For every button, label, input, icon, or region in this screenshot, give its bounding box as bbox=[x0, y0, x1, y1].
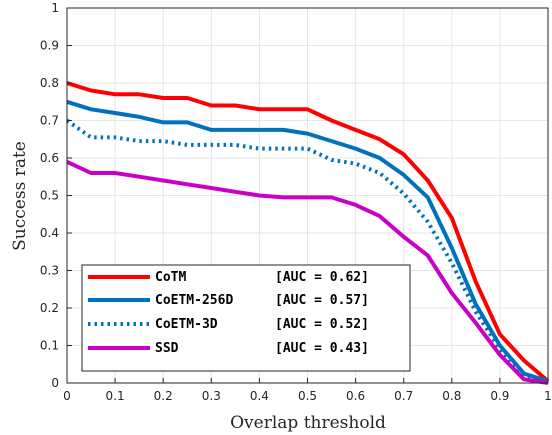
y-tick-label: 0.4 bbox=[40, 226, 59, 240]
y-tick-label: 0.8 bbox=[40, 76, 59, 90]
legend-series-name: CoETM-3D bbox=[155, 317, 218, 332]
x-tick-label: 0.7 bbox=[394, 389, 413, 403]
y-tick-label: 0.5 bbox=[40, 189, 59, 203]
x-tick-label: 0.4 bbox=[250, 389, 269, 403]
x-tick-label: 0.3 bbox=[202, 389, 221, 403]
axis-ticks: 0 0.1 0.2 0.3 0.4 0.5 0.6 0.7 0.8 0.9 1 0 0.1 0.2 0.3 0… bbox=[40, 1, 552, 403]
series-line-cotm bbox=[66, 81, 550, 383]
x-axis-label: Overlap threshold bbox=[230, 413, 386, 433]
x-tick-label: 0.5 bbox=[298, 389, 317, 403]
y-tick-label: 0.2 bbox=[40, 301, 59, 315]
legend-box bbox=[81, 264, 411, 372]
legend-auc-label: [AUC = 0.57] bbox=[275, 293, 369, 308]
series-lines bbox=[65, 81, 550, 385]
x-tick-label: 0.6 bbox=[346, 389, 365, 403]
y-tick-label: 0.3 bbox=[40, 264, 59, 278]
series-line-coetm-3d bbox=[65, 118, 549, 384]
y-tick-label: 0.6 bbox=[40, 151, 59, 165]
legend-auc-label: [AUC = 0.43] bbox=[275, 341, 369, 356]
series-line-coetm-256d bbox=[66, 99, 549, 384]
x-tick-label: 0.1 bbox=[106, 389, 125, 403]
y-tick-label: 1 bbox=[51, 1, 59, 15]
y-tick-label: 0 bbox=[51, 376, 59, 390]
x-tick-label: 0.9 bbox=[490, 389, 509, 403]
x-tick-label: 0.2 bbox=[154, 389, 173, 403]
x-tick-label: 0.8 bbox=[442, 389, 461, 403]
legend: CoTM [AUC = 0.62] CoETM-256D [AUC = 0.57] Co… bbox=[81, 264, 411, 372]
y-tick-label: 0.1 bbox=[40, 339, 59, 353]
x-tick-label: 0 bbox=[63, 389, 71, 403]
y-tick-label: 0.9 bbox=[40, 39, 59, 53]
legend-series-name: SSD bbox=[155, 341, 179, 356]
series-line-ssd bbox=[66, 159, 549, 385]
y-tick-label: 0.7 bbox=[40, 114, 59, 128]
legend-series-name: CoTM bbox=[155, 270, 186, 285]
y-axis-label: Success rate bbox=[10, 141, 30, 251]
legend-auc-label: [AUC = 0.52] bbox=[275, 317, 369, 332]
legend-series-name: CoETM-256D bbox=[155, 293, 233, 308]
x-tick-label: 1 bbox=[544, 389, 552, 403]
legend-auc-label: [AUC = 0.62] bbox=[275, 270, 369, 285]
